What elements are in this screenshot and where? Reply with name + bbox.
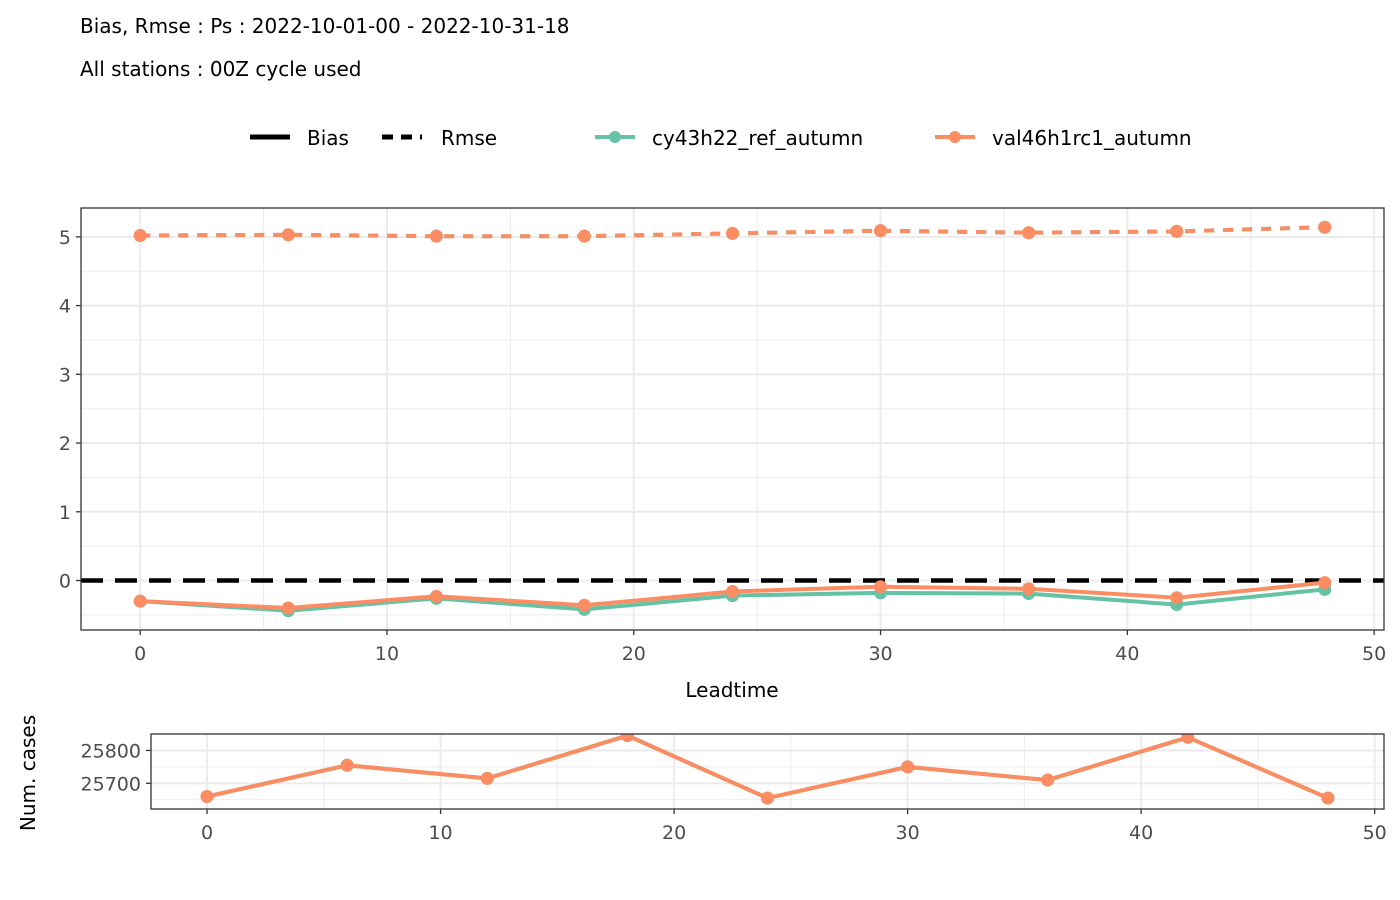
data-point-val46h1rc1-autumn xyxy=(1041,773,1055,787)
num-cases-panel: 0 10 20 30 40 50 25700 25800 xyxy=(81,733,1387,844)
x-tick-label: 10 xyxy=(428,822,452,844)
data-point-val46h1rc1-autumn xyxy=(480,771,494,785)
data-point-val46h1rc1-autumn-rmse xyxy=(726,226,739,240)
x-tick-label: 30 xyxy=(868,643,892,665)
data-point-val46h1rc1-autumn-bias xyxy=(429,589,443,603)
data-point-val46h1rc1-autumn xyxy=(901,760,915,774)
data-point-val46h1rc1-autumn xyxy=(620,734,634,743)
data-point-val46h1rc1-autumn xyxy=(200,790,214,803)
data-point-val46h1rc1-autumn-rmse xyxy=(1170,224,1184,238)
x-tick-label: 0 xyxy=(134,643,146,665)
data-point-val46h1rc1-autumn xyxy=(761,791,774,805)
data-point-val46h1rc1-autumn-bias xyxy=(133,594,147,608)
data-point-val46h1rc1-autumn-bias xyxy=(281,601,295,615)
data-point-val46h1rc1-autumn-rmse xyxy=(133,228,147,242)
x-tick-label: 10 xyxy=(375,643,399,665)
x-tick-label: 30 xyxy=(896,822,920,844)
legend-val46h1rc1-label: val46h1rc1_autumn xyxy=(992,126,1192,150)
y-tick-label: 5 xyxy=(59,227,71,249)
data-point-val46h1rc1-autumn-rmse xyxy=(577,229,591,243)
data-point-val46h1rc1-autumn-bias xyxy=(577,598,591,612)
data-point-val46h1rc1-autumn-rmse xyxy=(1318,220,1332,234)
data-point-val46h1rc1-autumn xyxy=(1321,791,1335,805)
y-tick-label: 3 xyxy=(59,364,71,386)
x-tick-label: 40 xyxy=(1129,822,1153,844)
data-layer xyxy=(200,734,1335,805)
legend-cy43h22-label: cy43h22_ref_autumn xyxy=(652,126,863,150)
panel-border xyxy=(150,733,1385,810)
x-tick-label: 20 xyxy=(622,643,646,665)
chart-title: Bias, Rmse : Ps : 2022-10-01-00 - 2022-1… xyxy=(80,14,570,38)
x-tick-label: 0 xyxy=(201,822,213,844)
data-point-val46h1rc1-autumn-rmse xyxy=(429,229,443,243)
data-point-val46h1rc1-autumn-bias xyxy=(726,585,739,599)
data-point-val46h1rc1-autumn-bias xyxy=(1022,582,1036,596)
data-point-val46h1rc1-autumn-bias xyxy=(1318,576,1332,590)
data-point-val46h1rc1-autumn-rmse xyxy=(874,224,888,238)
data-point-val46h1rc1-autumn xyxy=(1181,734,1195,744)
x-tick-label: 50 xyxy=(1362,643,1386,665)
x-axis-title: Leadtime xyxy=(685,678,778,702)
legend: Bias Rmse cy43h22_ref_autumn val46h1rc1_… xyxy=(250,126,1192,150)
x-tick-label: 20 xyxy=(662,822,686,844)
legend-cy43h22-marker xyxy=(609,131,621,143)
y-tick-label: 2 xyxy=(59,433,71,455)
y-tick-label: 25800 xyxy=(81,740,141,762)
legend-bias-label: Bias xyxy=(307,126,349,150)
x-tick-label: 50 xyxy=(1363,822,1387,844)
data-point-val46h1rc1-autumn xyxy=(340,758,354,772)
y-tick-label: 1 xyxy=(59,502,71,524)
data-layer xyxy=(81,220,1384,618)
panel-border xyxy=(80,207,1385,631)
data-point-val46h1rc1-autumn-bias xyxy=(1170,591,1184,605)
scores-panel: 0 10 20 30 40 50 0 1 2 3 4 5 xyxy=(59,207,1386,665)
data-point-val46h1rc1-autumn-rmse xyxy=(1022,226,1036,240)
y-tick-label: 4 xyxy=(59,296,71,318)
y-tick-label: 0 xyxy=(59,571,71,593)
data-point-val46h1rc1-autumn-rmse xyxy=(281,228,295,242)
data-point-val46h1rc1-autumn-bias xyxy=(874,580,888,594)
y-tick-label: 25700 xyxy=(81,773,141,795)
grid-lines xyxy=(81,208,1384,630)
x-tick-label: 40 xyxy=(1115,643,1139,665)
legend-rmse-label: Rmse xyxy=(441,126,497,150)
cases-y-axis-title: Num. cases xyxy=(16,715,40,831)
legend-val46h1rc1-marker xyxy=(949,131,961,143)
chart-subtitle: All stations : 00Z cycle used xyxy=(80,57,362,81)
